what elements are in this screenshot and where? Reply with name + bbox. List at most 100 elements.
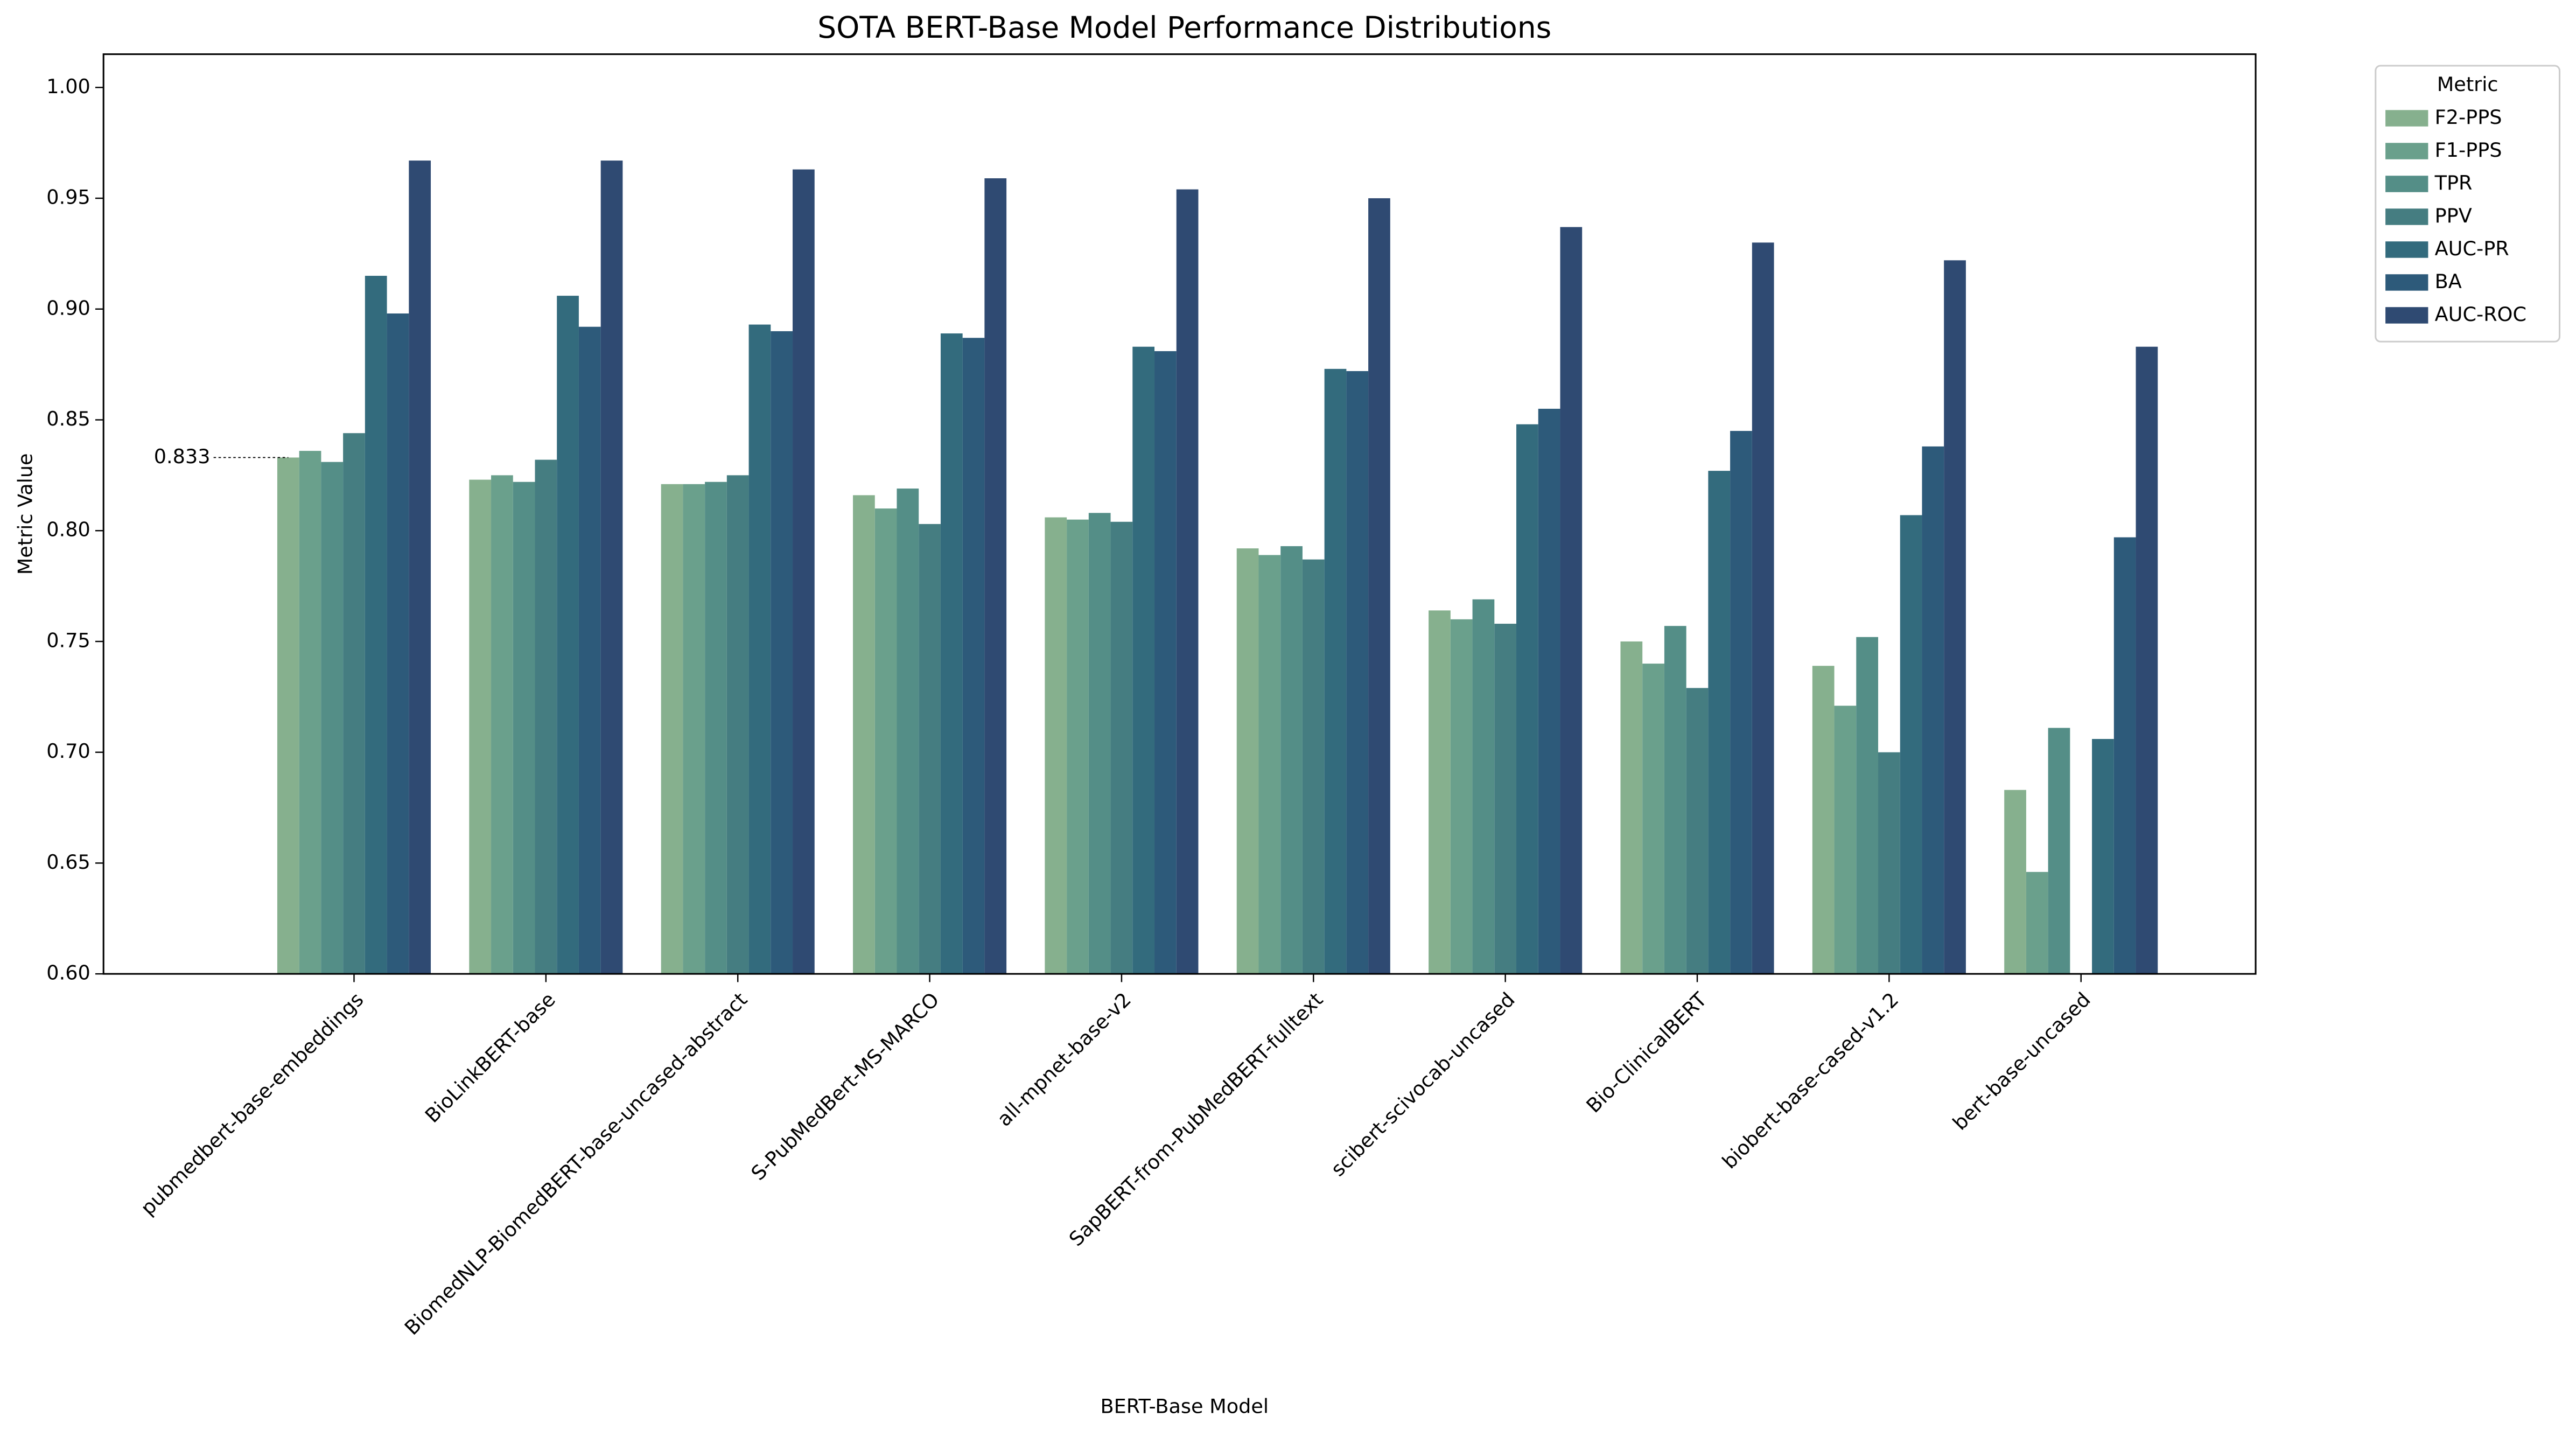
bar [1900,515,1922,974]
bar [1494,624,1517,974]
bar [1944,260,1966,974]
x-tick-label: pubmedbert-base-embeddings [136,988,368,1219]
bar [1067,519,1089,974]
bar [1280,546,1303,974]
legend-label: TPR [2434,171,2473,194]
bar [771,331,793,974]
bar [321,462,344,974]
y-tick-label: 0.90 [46,296,90,319]
bar [1258,555,1281,974]
bar [578,326,601,974]
bar [491,475,513,974]
x-tick-label: all-mpnet-base-v2 [992,988,1136,1131]
bar [1812,666,1835,974]
bar [661,484,683,974]
bar [705,482,727,974]
legend-label: F2-PPS [2435,106,2502,129]
bar [1472,599,1495,974]
y-axis-label: Metric Value [13,453,37,575]
bar [469,479,492,974]
bar [2026,871,2048,974]
bar [1154,351,1177,974]
bar [1236,548,1259,974]
y-tick-label: 0.75 [46,629,90,652]
bar [1686,688,1709,974]
legend-swatch [2385,274,2428,291]
legend-label: AUC-PR [2435,237,2509,260]
bar [1346,371,1369,974]
bar [2048,728,2070,974]
y-tick-label: 0.60 [46,961,90,985]
bar [1324,368,1347,974]
legend-label: F1-PPS [2435,138,2502,162]
bar [2004,790,2026,974]
bar [748,324,771,974]
bar [299,451,321,974]
bar [2092,739,2114,974]
bar [409,161,431,974]
x-tick-label: BioLinkBERT-base [421,988,560,1127]
bar [1664,626,1686,974]
bar [1620,641,1643,974]
chart-title: SOTA BERT-Base Model Performance Distrib… [817,10,1551,45]
y-tick-label: 0.95 [46,186,90,209]
bar [1132,346,1155,974]
bar [962,338,985,974]
bar [1752,242,1774,974]
legend-swatch [2385,110,2428,127]
x-tick-label: scibert-scivocab-uncased [1326,988,1519,1181]
bar [1538,408,1560,974]
x-tick-label: bert-base-uncased [1948,988,2095,1135]
bar [793,169,815,974]
bar [1450,619,1473,974]
bar [2113,537,2136,974]
bar [1642,664,1664,974]
bar [1302,559,1325,974]
x-tick-label: BiomedNLP-BiomedBERT-base-uncased-abstra… [400,988,752,1340]
bar [557,296,579,974]
bar [984,178,1007,974]
annotation-label: 0.833 [154,445,211,468]
bar [2136,346,2158,974]
legend-swatch [2385,208,2428,225]
bar [277,457,299,974]
legend-box [2375,65,2561,343]
legend-title: Metric [2437,73,2498,96]
bar [600,161,623,974]
legend-label: PPV [2435,204,2472,227]
y-tick-label: 0.80 [46,518,90,541]
legend-swatch [2385,176,2428,192]
plot-frame [102,53,2257,975]
legend-label: BA [2435,270,2462,293]
bar [874,508,897,974]
legend-swatch [2385,307,2428,324]
x-tick-label: Bio-ClinicalBERT [1582,988,1712,1118]
x-tick-label: biobert-base-cased-v1.2 [1718,988,1903,1173]
x-tick-label: S-PubMedBert-MS-MARCO [747,988,944,1185]
bar [1045,517,1067,974]
bar [1856,637,1879,974]
bar [513,482,535,974]
bar [1429,610,1451,974]
bar [1922,446,1944,974]
y-tick-label: 0.85 [46,407,90,430]
bar [535,459,557,974]
bar [1176,189,1199,974]
bar [1088,513,1111,974]
bar [1516,424,1538,974]
bar [1834,706,1857,974]
y-tick-label: 0.65 [46,850,90,874]
bar [919,524,941,974]
legend-swatch [2385,241,2428,258]
bar [683,484,705,974]
bar [1878,752,1900,974]
legend-swatch [2385,143,2428,159]
bar [1708,471,1731,974]
bar [853,495,875,974]
bar [1368,198,1390,974]
bar [897,489,919,974]
bar [387,313,409,974]
bar [1560,227,1583,974]
